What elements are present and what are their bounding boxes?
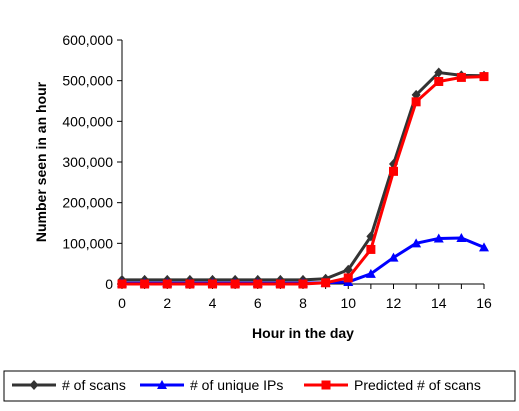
- x-tick-label: 12: [386, 295, 402, 311]
- legend-swatch-marker: [157, 380, 167, 389]
- series-2-point: [162, 279, 172, 289]
- x-tick-label: 4: [209, 295, 217, 311]
- y-axis-title: Number seen in an hour: [33, 81, 49, 242]
- series-2-point: [275, 279, 285, 289]
- series-2-point: [366, 244, 376, 254]
- series-2-point: [298, 279, 308, 289]
- plot-area: 0 100,000 200,000 300,000 400,000 500,000 600,…: [33, 32, 492, 341]
- x-tick-label: 0: [118, 295, 126, 311]
- x-tick-label: 8: [299, 295, 307, 311]
- legend-box: [3, 370, 516, 402]
- y-tick-label: 500,000: [62, 73, 113, 89]
- series-1-point: [433, 233, 444, 243]
- series-2-point: [230, 279, 240, 289]
- y-tick-label: 400,000: [62, 113, 113, 129]
- legend: # of scans # of unique IPs Predicted # of …: [12, 377, 481, 393]
- series-2-point: [140, 279, 150, 289]
- series-1-point: [456, 233, 467, 243]
- y-tick-label: 0: [105, 276, 113, 292]
- series-2-point: [253, 279, 263, 289]
- y-tick-label: 200,000: [62, 195, 113, 211]
- series-0-point: [434, 67, 444, 78]
- x-tick-label: 10: [340, 295, 356, 311]
- series-1-point: [479, 242, 489, 252]
- x-tick-label: 16: [476, 295, 492, 311]
- series-1-point: [365, 268, 376, 278]
- series-2-point: [117, 279, 127, 289]
- series-1-point: [388, 252, 399, 262]
- series-2-point: [185, 279, 195, 289]
- legend-swatch-marker: [321, 380, 331, 390]
- x-axis-title: Hour in the day: [252, 325, 354, 341]
- y-tick-label: 100,000: [62, 235, 113, 251]
- series-2-point: [411, 97, 421, 107]
- y-tick-label: 600,000: [62, 32, 113, 48]
- legend-label: # of scans: [62, 377, 126, 393]
- series-2-point: [479, 72, 489, 82]
- series-0-point: [343, 264, 353, 275]
- series-line-2: [122, 75, 485, 286]
- series-2-point: [389, 166, 398, 176]
- x-tick-label: 6: [254, 295, 262, 311]
- legend-label: Predicted # of scans: [354, 377, 481, 393]
- y-tick-label: 300,000: [62, 154, 113, 170]
- series-2-point: [456, 72, 466, 82]
- series-2-point: [343, 273, 353, 283]
- x-tick-label: 2: [163, 295, 171, 311]
- x-tick-label: 14: [431, 295, 447, 311]
- series-2-point: [434, 76, 444, 86]
- series-2-point: [208, 279, 217, 289]
- legend-label: # of unique IPs: [190, 377, 283, 393]
- legend-swatch-marker: [29, 380, 39, 390]
- series-2-point: [321, 278, 331, 288]
- series-1-point: [411, 238, 422, 248]
- series-line-0: [122, 70, 485, 282]
